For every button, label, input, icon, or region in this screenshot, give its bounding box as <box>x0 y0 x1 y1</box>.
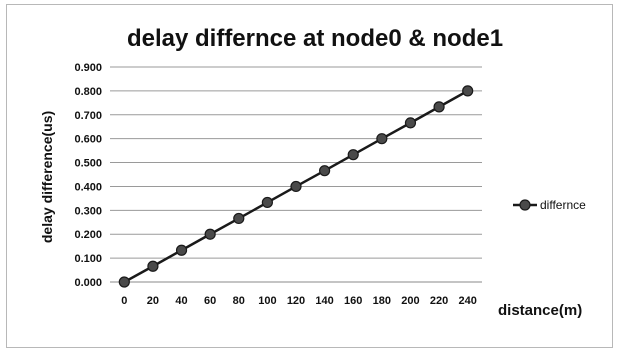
x-tick-label: 60 <box>204 295 216 307</box>
x-tick-label: 40 <box>175 295 187 307</box>
y-tick-labels: 0.000 0.100 0.200 0.300 0.400 0.500 0.600 0.700… <box>74 62 102 289</box>
legend-label: differnce <box>540 198 586 212</box>
y-tick-label: 0.300 <box>74 205 102 217</box>
legend-marker <box>519 199 531 211</box>
x-tick-label: 0 <box>121 295 127 307</box>
data-point <box>462 85 474 97</box>
x-tick-label: 220 <box>430 295 448 307</box>
y-axis-title: delay difference(us) <box>39 111 55 243</box>
data-point <box>290 180 302 193</box>
chart-frame <box>6 4 613 348</box>
x-tick-labels: 0 20 40 60 80 100 120 140 160 180 200 220 240 <box>121 295 477 307</box>
x-tick-label: 240 <box>459 295 477 307</box>
data-point <box>404 117 417 129</box>
y-tick-label: 0.500 <box>74 158 102 170</box>
y-tick-label: 0.100 <box>74 253 102 265</box>
data-point <box>261 196 273 209</box>
data-point <box>433 101 445 113</box>
data-point <box>376 133 388 145</box>
data-point <box>204 228 216 240</box>
x-axis-title: distance(m) <box>498 302 582 319</box>
y-tick-label: 0.200 <box>74 229 102 241</box>
data-point <box>118 276 130 288</box>
x-tick-label: 20 <box>147 295 159 307</box>
x-tick-label: 100 <box>258 295 276 307</box>
data-point <box>233 212 245 225</box>
y-tick-label: 0.900 <box>74 62 102 74</box>
chart-title: delay differnce at node0 & node1 <box>127 25 503 52</box>
y-tick-label: 0.400 <box>74 181 102 193</box>
data-point <box>319 165 331 177</box>
x-tick-label: 180 <box>373 295 391 307</box>
x-tick-label: 120 <box>287 295 305 307</box>
y-tick-label: 0.800 <box>74 86 102 98</box>
x-tick-label: 200 <box>401 295 419 307</box>
y-tick-label: 0.600 <box>74 134 102 146</box>
x-tick-label: 140 <box>315 295 333 307</box>
y-tick-label: 0.700 <box>74 110 102 122</box>
x-tick-label: 160 <box>344 295 362 307</box>
gridlines <box>110 66 482 259</box>
data-point <box>347 149 359 161</box>
legend: differnce <box>513 198 586 212</box>
x-tick-label: 80 <box>233 295 245 307</box>
data-point <box>147 260 159 272</box>
y-tick-label: 0.000 <box>74 277 102 289</box>
series-layer <box>118 85 474 288</box>
data-point <box>175 244 188 256</box>
